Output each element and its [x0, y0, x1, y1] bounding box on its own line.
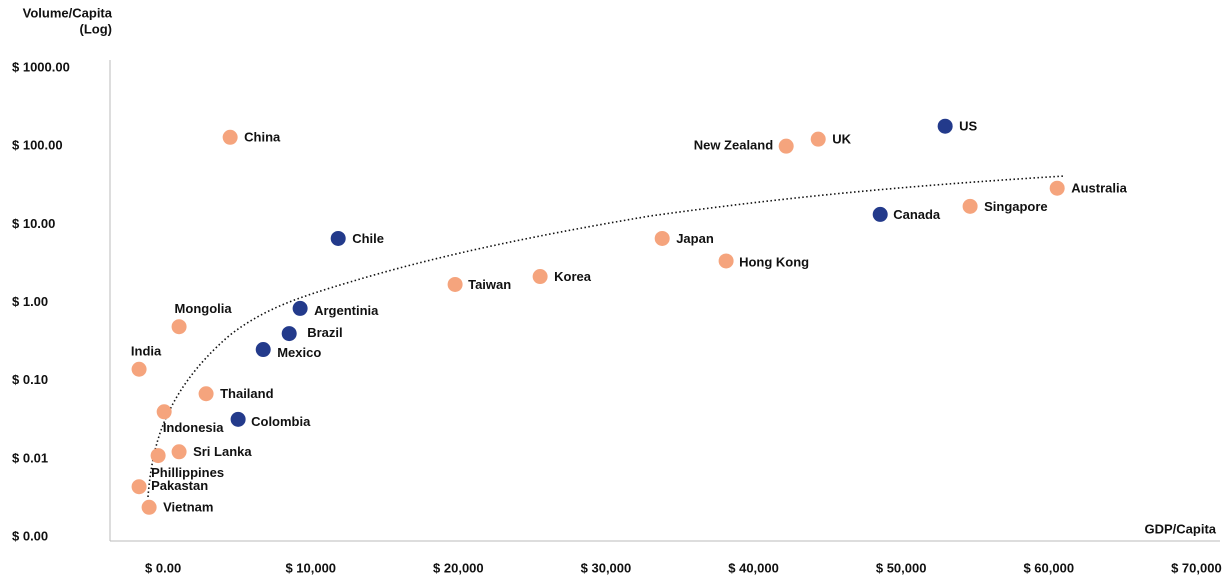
point — [810, 131, 826, 147]
point-label: Hong Kong — [739, 254, 809, 269]
x-tick-label: $ 40,000 — [728, 560, 779, 575]
point-label: Colombia — [251, 414, 311, 429]
x-tick-label: $ 50,000 — [876, 560, 927, 575]
point-label: Australia — [1071, 181, 1127, 196]
y-tick-label: $ 1.00 — [12, 294, 48, 309]
x-tick-label: $ 0.00 — [145, 560, 181, 575]
x-tick-label: $ 60,000 — [1023, 560, 1074, 575]
point — [131, 479, 147, 495]
point-label: Canada — [893, 207, 941, 222]
point-label: US — [959, 119, 977, 134]
point-label: New Zealand — [694, 138, 774, 153]
point-label: Mexico — [277, 345, 321, 360]
point-label: Sri Lanka — [193, 444, 252, 459]
x-tick-label: $ 20,000 — [433, 560, 484, 575]
point — [447, 276, 463, 292]
point — [718, 253, 734, 269]
point-label: Vietnam — [163, 500, 213, 515]
x-tick-label: $ 10,000 — [285, 560, 336, 575]
y-tick-label: $ 10.00 — [12, 216, 55, 231]
point-label: UK — [832, 132, 851, 147]
point — [131, 361, 147, 377]
y-tick-label: $ 0.01 — [12, 450, 48, 465]
x-tick-label: $ 30,000 — [581, 560, 632, 575]
y-tick-label: $ 0.00 — [12, 528, 48, 543]
point — [281, 326, 297, 342]
point-label: Phillippines — [151, 465, 224, 480]
point-label: Singapore — [984, 199, 1048, 214]
point — [141, 499, 157, 515]
point — [230, 411, 246, 427]
point — [330, 230, 346, 246]
point — [778, 138, 794, 154]
y-axis-title: Volume/Capita — [23, 5, 113, 20]
point — [171, 444, 187, 460]
point — [255, 342, 271, 358]
point — [1049, 180, 1065, 196]
point — [198, 386, 214, 402]
point — [654, 230, 670, 246]
point-label: Indonesia — [163, 420, 224, 435]
point — [292, 300, 308, 316]
point-label: Argentinia — [314, 303, 379, 318]
point-label: Pakastan — [151, 478, 208, 493]
point — [171, 319, 187, 335]
x-axis-title: GDP/Capita — [1144, 521, 1216, 536]
y-axis-title: (Log) — [80, 21, 112, 36]
point-label: India — [131, 344, 162, 359]
trend-line — [147, 175, 1066, 498]
point-label: Mongolia — [175, 301, 233, 316]
point-label: Brazil — [307, 325, 342, 340]
point — [962, 198, 978, 214]
point-label: Chile — [352, 231, 384, 246]
point — [156, 404, 172, 420]
y-tick-label: $ 1000.00 — [12, 59, 70, 74]
point-label: Taiwan — [468, 277, 511, 292]
point — [532, 269, 548, 285]
point-label: Korea — [554, 269, 592, 284]
point-label: Japan — [676, 231, 714, 246]
y-tick-label: $ 0.10 — [12, 372, 48, 387]
point-label: China — [244, 130, 281, 145]
point — [937, 118, 953, 134]
x-tick-label: $ 70,000 — [1171, 560, 1222, 575]
point-label: Thailand — [220, 386, 274, 401]
point — [222, 129, 238, 145]
point — [872, 206, 888, 222]
y-tick-label: $ 100.00 — [12, 138, 63, 153]
point — [150, 448, 166, 464]
